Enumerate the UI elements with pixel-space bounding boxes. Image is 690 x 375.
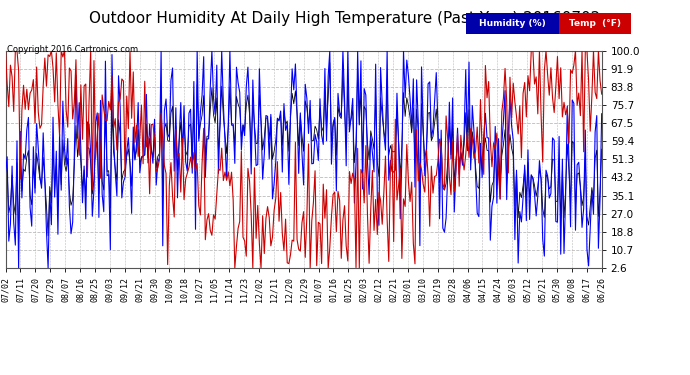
- Text: Copyright 2016 Cartronics.com: Copyright 2016 Cartronics.com: [7, 45, 138, 54]
- Text: Outdoor Humidity At Daily High Temperature (Past Year) 20160702: Outdoor Humidity At Daily High Temperatu…: [90, 11, 600, 26]
- Text: Humidity (%): Humidity (%): [479, 19, 546, 28]
- Text: Temp  (°F): Temp (°F): [569, 19, 621, 28]
